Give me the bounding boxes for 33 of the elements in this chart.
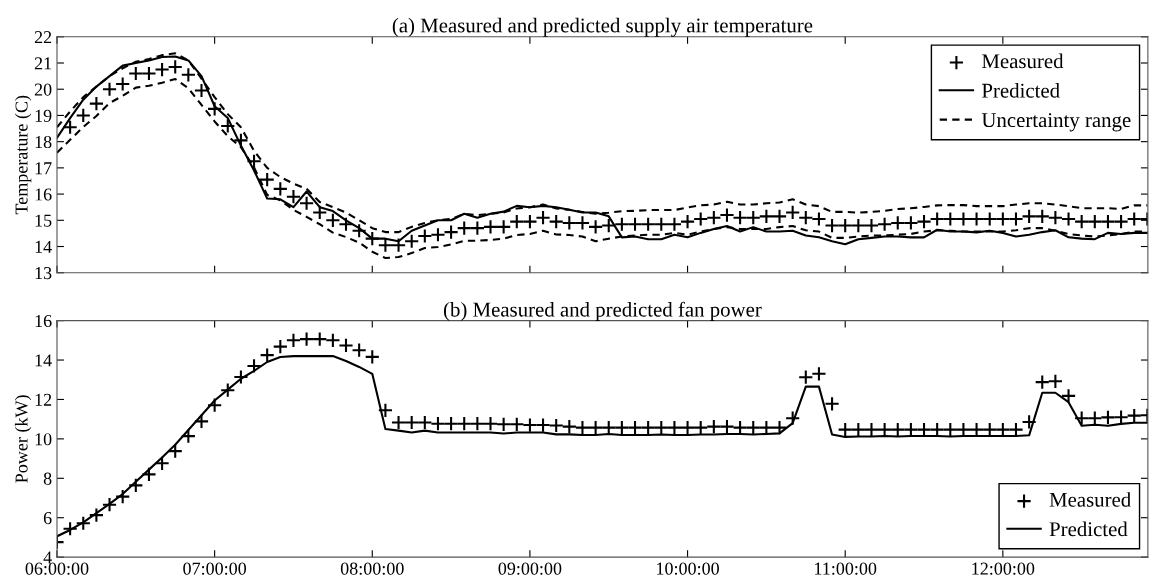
y-tick-label: 13 [35, 267, 52, 280]
y-tick-label: 14 [35, 354, 52, 367]
chart-title: (a) Measured and predicted supply air temperature [392, 17, 813, 37]
y-tick-label: 18 [35, 135, 52, 149]
y-tick-label: 22 [34, 31, 52, 44]
y-axis-title: Power (kW) [14, 395, 32, 483]
y-tick-label: 12 [35, 393, 52, 406]
legend-label: Predicted [982, 83, 1060, 98]
y-tick-label: 6 [43, 512, 52, 525]
legend-label: Uncertainty range [981, 113, 1131, 132]
y-tick-label: 15 [35, 214, 52, 227]
x-tick-label: 06:00:00 [25, 562, 89, 575]
y-tick-label: 16 [35, 314, 52, 328]
y-tick-label: 19 [35, 109, 52, 122]
y-tick-label: 21 [34, 57, 52, 70]
x-tick-label: 12:00:00 [972, 562, 1035, 575]
legend-label: Measured [982, 53, 1064, 69]
x-tick-label: 08:00:00 [340, 562, 404, 575]
x-tick-label: 10:00:00 [657, 562, 719, 575]
y-tick-label: 4 [43, 551, 52, 564]
x-tick-label: 11:00:00 [815, 562, 877, 575]
y-tick-label: 17 [35, 162, 52, 175]
chart-title: (b) Measured and predicted fan power [443, 301, 762, 321]
y-tick-label: 8 [43, 472, 52, 485]
legend-label: Predicted [1049, 521, 1128, 537]
x-tick-label: 09:00:00 [498, 562, 562, 575]
y-tick-label: 20 [34, 83, 52, 96]
y-axis-title: Temperature (C) [14, 95, 32, 215]
legend-label: Measured [1049, 492, 1131, 507]
y-tick-label: 16 [35, 188, 52, 201]
y-tick-label: 14 [35, 240, 52, 253]
y-tick-label: 10 [35, 433, 52, 446]
x-tick-label: 07:00:00 [183, 562, 247, 575]
